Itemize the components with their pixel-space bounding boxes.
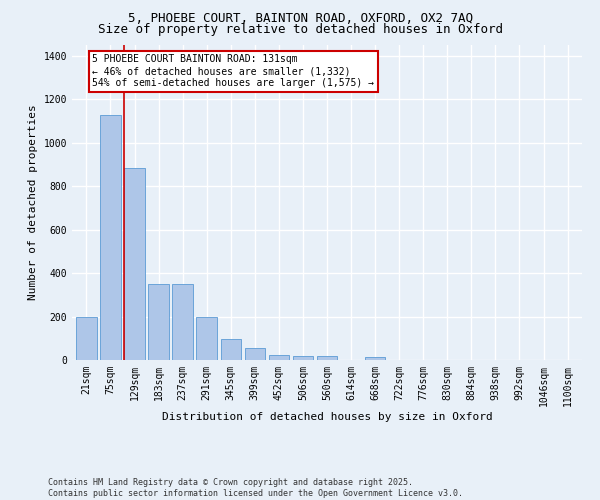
Bar xyxy=(124,168,145,360)
Bar xyxy=(245,348,265,360)
Bar xyxy=(148,284,169,360)
Text: Contains HM Land Registry data © Crown copyright and database right 2025.
Contai: Contains HM Land Registry data © Crown c… xyxy=(48,478,463,498)
Bar xyxy=(100,115,121,360)
Text: Size of property relative to detached houses in Oxford: Size of property relative to detached ho… xyxy=(97,22,503,36)
Bar xyxy=(293,356,313,360)
Bar xyxy=(76,317,97,360)
Y-axis label: Number of detached properties: Number of detached properties xyxy=(28,104,38,300)
Bar xyxy=(221,339,241,360)
X-axis label: Distribution of detached houses by size in Oxford: Distribution of detached houses by size … xyxy=(161,412,493,422)
Bar xyxy=(365,356,385,360)
Bar xyxy=(269,355,289,360)
Text: 5 PHOEBE COURT BAINTON ROAD: 131sqm
← 46% of detached houses are smaller (1,332): 5 PHOEBE COURT BAINTON ROAD: 131sqm ← 46… xyxy=(92,54,374,88)
Text: 5, PHOEBE COURT, BAINTON ROAD, OXFORD, OX2 7AQ: 5, PHOEBE COURT, BAINTON ROAD, OXFORD, O… xyxy=(128,12,473,26)
Bar xyxy=(172,284,193,360)
Bar xyxy=(196,318,217,360)
Bar xyxy=(317,356,337,360)
